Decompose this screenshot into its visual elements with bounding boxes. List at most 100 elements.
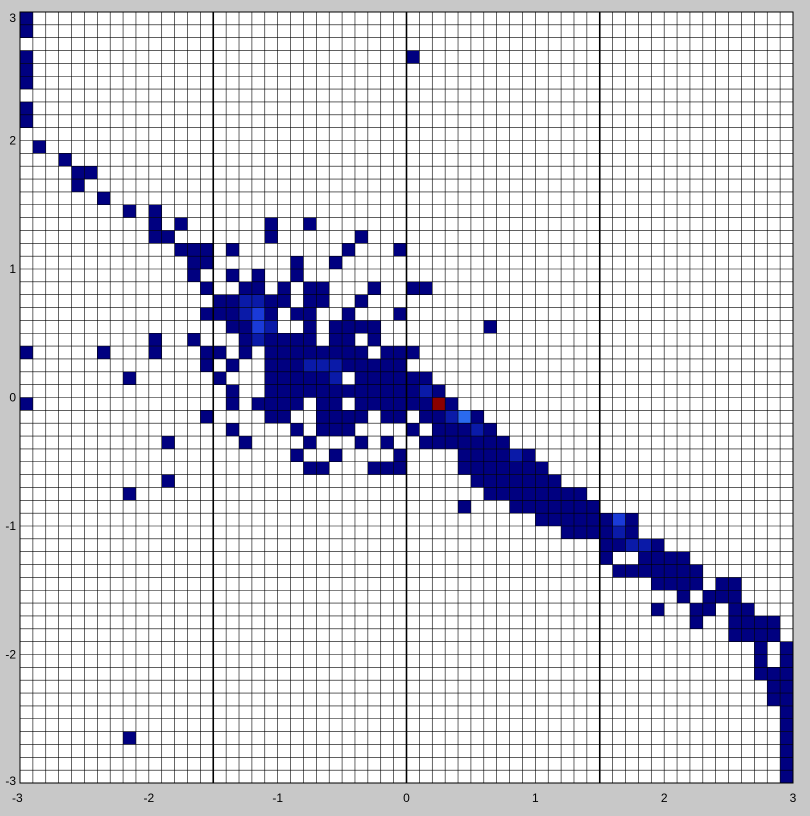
heatmap-cell <box>406 397 420 411</box>
heatmap-cell <box>329 448 343 462</box>
heatmap-cell <box>754 628 768 642</box>
heatmap-cell <box>458 500 471 514</box>
heatmap-cell <box>458 461 471 475</box>
heatmap-cell <box>380 346 394 359</box>
heatmap-cell <box>148 230 162 244</box>
heatmap-cell <box>200 410 214 424</box>
heatmap-cell <box>522 461 536 475</box>
heatmap-cell <box>728 628 742 642</box>
heatmap-cell <box>367 384 381 398</box>
heatmap-cell <box>354 436 368 449</box>
heatmap-cell <box>342 320 355 334</box>
heatmap-cell <box>419 384 433 398</box>
heatmap-cell <box>561 526 574 539</box>
heatmap-cell <box>239 320 252 334</box>
y-tick-label: 3 <box>9 11 16 25</box>
heatmap-cell <box>277 410 291 424</box>
heatmap-cell <box>71 166 85 180</box>
heatmap-cell <box>290 307 304 321</box>
heatmap-cell <box>586 526 600 539</box>
heatmap-cell <box>367 281 381 295</box>
heatmap-cell <box>767 628 781 642</box>
x-tick-label: 1 <box>532 791 539 805</box>
heatmap-cell <box>432 410 446 424</box>
heatmap-cell <box>148 204 162 218</box>
heatmap-cell <box>367 371 381 385</box>
heatmap-cell <box>406 371 420 385</box>
heatmap-cell <box>367 461 381 475</box>
heatmap-cell <box>123 371 136 385</box>
heatmap-cell <box>316 410 330 424</box>
heatmap-cell <box>432 436 446 449</box>
heatmap-cell <box>264 371 278 385</box>
heatmap-cell <box>277 397 291 411</box>
heatmap-cell <box>432 423 446 437</box>
heatmap-cell <box>535 474 549 488</box>
heatmap-cell <box>509 487 523 501</box>
heatmap-cell <box>123 731 136 745</box>
heatmap-cell <box>458 448 471 462</box>
x-tick-label: 2 <box>661 791 668 805</box>
heatmap-cell <box>470 410 484 424</box>
heatmap-cell <box>780 641 793 655</box>
heatmap-cell <box>702 603 716 616</box>
heatmap-cell <box>174 243 188 257</box>
heatmap-cell <box>290 448 304 462</box>
y-tick-label: 1 <box>9 262 16 276</box>
heatmap-cell <box>213 346 227 359</box>
heatmap-cell <box>354 410 368 424</box>
heatmap-cell <box>148 217 162 231</box>
heatmap-cell <box>58 153 72 167</box>
heatmap-cell <box>535 461 549 475</box>
heatmap-cell <box>290 346 304 359</box>
heatmap-cell <box>97 346 111 359</box>
x-tick-label: 3 <box>790 791 797 805</box>
heatmap-cell <box>393 410 407 424</box>
heatmap-cell <box>780 680 793 694</box>
heatmap-cell <box>780 770 793 783</box>
heatmap-cell <box>303 333 317 347</box>
heatmap-cell <box>561 513 574 526</box>
heatmap-cell <box>767 667 781 681</box>
heatmap-cell <box>677 577 690 591</box>
heatmap-cell <box>728 577 742 591</box>
heatmap-cell <box>303 384 317 398</box>
heatmap-cell <box>380 397 394 411</box>
heatmap-cell <box>329 346 343 359</box>
heatmap-cell <box>316 384 330 398</box>
heatmap-cell <box>586 513 600 526</box>
heatmap-cell <box>161 436 175 449</box>
heatmap-cell <box>342 307 355 321</box>
heatmap-cell <box>174 217 188 231</box>
heatmap-cell <box>329 384 343 398</box>
heatmap-cell <box>213 371 227 385</box>
heatmap-cell <box>677 590 690 604</box>
y-tick-label: 2 <box>9 134 16 148</box>
heatmap-cell <box>187 269 201 282</box>
heatmap-cell <box>754 654 768 668</box>
heatmap-cell <box>741 628 755 642</box>
heatmap-cell <box>509 448 523 462</box>
heatmap-cell <box>380 461 394 475</box>
heatmap-cell <box>367 333 381 347</box>
heatmap-cell <box>354 230 368 244</box>
heatmap-cell <box>20 397 33 411</box>
heatmap-cell <box>638 538 652 552</box>
heatmap-cell <box>586 500 600 514</box>
heatmap-cell <box>264 230 278 244</box>
heatmap-cell <box>303 217 317 231</box>
heatmap-cell <box>123 204 136 218</box>
heatmap-cell <box>354 371 368 385</box>
heatmap-cell <box>187 333 201 347</box>
heatmap-cell <box>290 371 304 385</box>
heatmap-cell <box>380 358 394 372</box>
heatmap-cell <box>71 179 85 192</box>
heatmap-cell <box>573 513 587 526</box>
heatmap-cell <box>329 320 343 334</box>
heatmap-cell <box>239 333 252 347</box>
heatmap-cell <box>303 320 317 334</box>
heatmap-cell <box>200 346 214 359</box>
heatmap-cell <box>625 538 639 552</box>
heatmap-cell <box>483 320 497 334</box>
heatmap-cell <box>664 577 678 591</box>
